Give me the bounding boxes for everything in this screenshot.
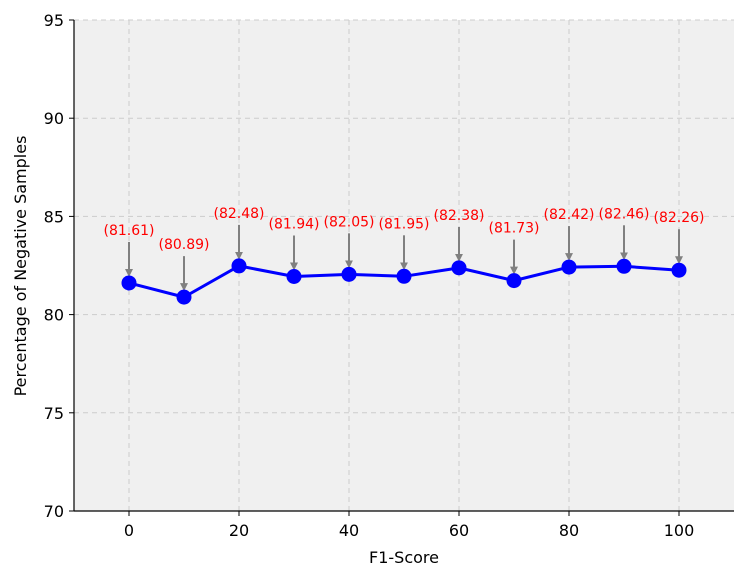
data-point-label: (82.48): [213, 206, 264, 222]
x-tick-label: 0: [124, 521, 134, 540]
x-tick-label: 20: [229, 521, 249, 540]
data-point-marker: [286, 268, 302, 284]
data-point-label: (81.95): [378, 216, 429, 232]
data-point-label: (82.46): [598, 206, 649, 222]
data-point-label: (82.05): [323, 214, 374, 230]
series: [121, 258, 687, 305]
data-point-label: (82.42): [543, 207, 594, 223]
data-point-label: (80.89): [158, 237, 209, 253]
data-point-marker: [451, 260, 467, 276]
data-point-marker: [506, 273, 522, 289]
data-point-label: (81.73): [488, 221, 539, 237]
y-tick-label: 80: [44, 306, 64, 325]
data-point-label: (82.38): [433, 208, 484, 224]
data-point-marker: [671, 262, 687, 278]
data-point-marker: [616, 258, 632, 274]
y-tick-label: 75: [44, 404, 64, 423]
data-point-marker: [396, 268, 412, 284]
data-point-marker: [176, 289, 192, 305]
x-axis-label: F1-Score: [369, 548, 439, 567]
data-point-label: (81.61): [103, 223, 154, 239]
data-point-label: (81.94): [268, 216, 319, 232]
data-point-marker: [341, 266, 357, 282]
x-tick-label: 60: [449, 521, 469, 540]
x-tick-label: 40: [339, 521, 359, 540]
y-tick-label: 70: [44, 502, 64, 521]
x-tick-label: 100: [664, 521, 695, 540]
data-point-label: (82.26): [653, 210, 704, 226]
data-point-marker: [231, 258, 247, 274]
y-tick-label: 95: [44, 11, 64, 30]
y-axis-label: Percentage of Negative Samples: [11, 136, 30, 397]
data-point-marker: [561, 259, 577, 275]
y-tick-label: 85: [44, 207, 64, 226]
annotations: (81.61)(80.89)(82.48)(81.94) (82.05) (81.9…: [103, 206, 705, 292]
data-point-marker: [121, 275, 137, 291]
x-tick-label: 80: [559, 521, 579, 540]
y-tick-label: 90: [44, 109, 64, 128]
ticks: 0 20 40 60 80 100 70 75 80 85 90 95: [44, 11, 695, 540]
axes: [73, 20, 734, 512]
